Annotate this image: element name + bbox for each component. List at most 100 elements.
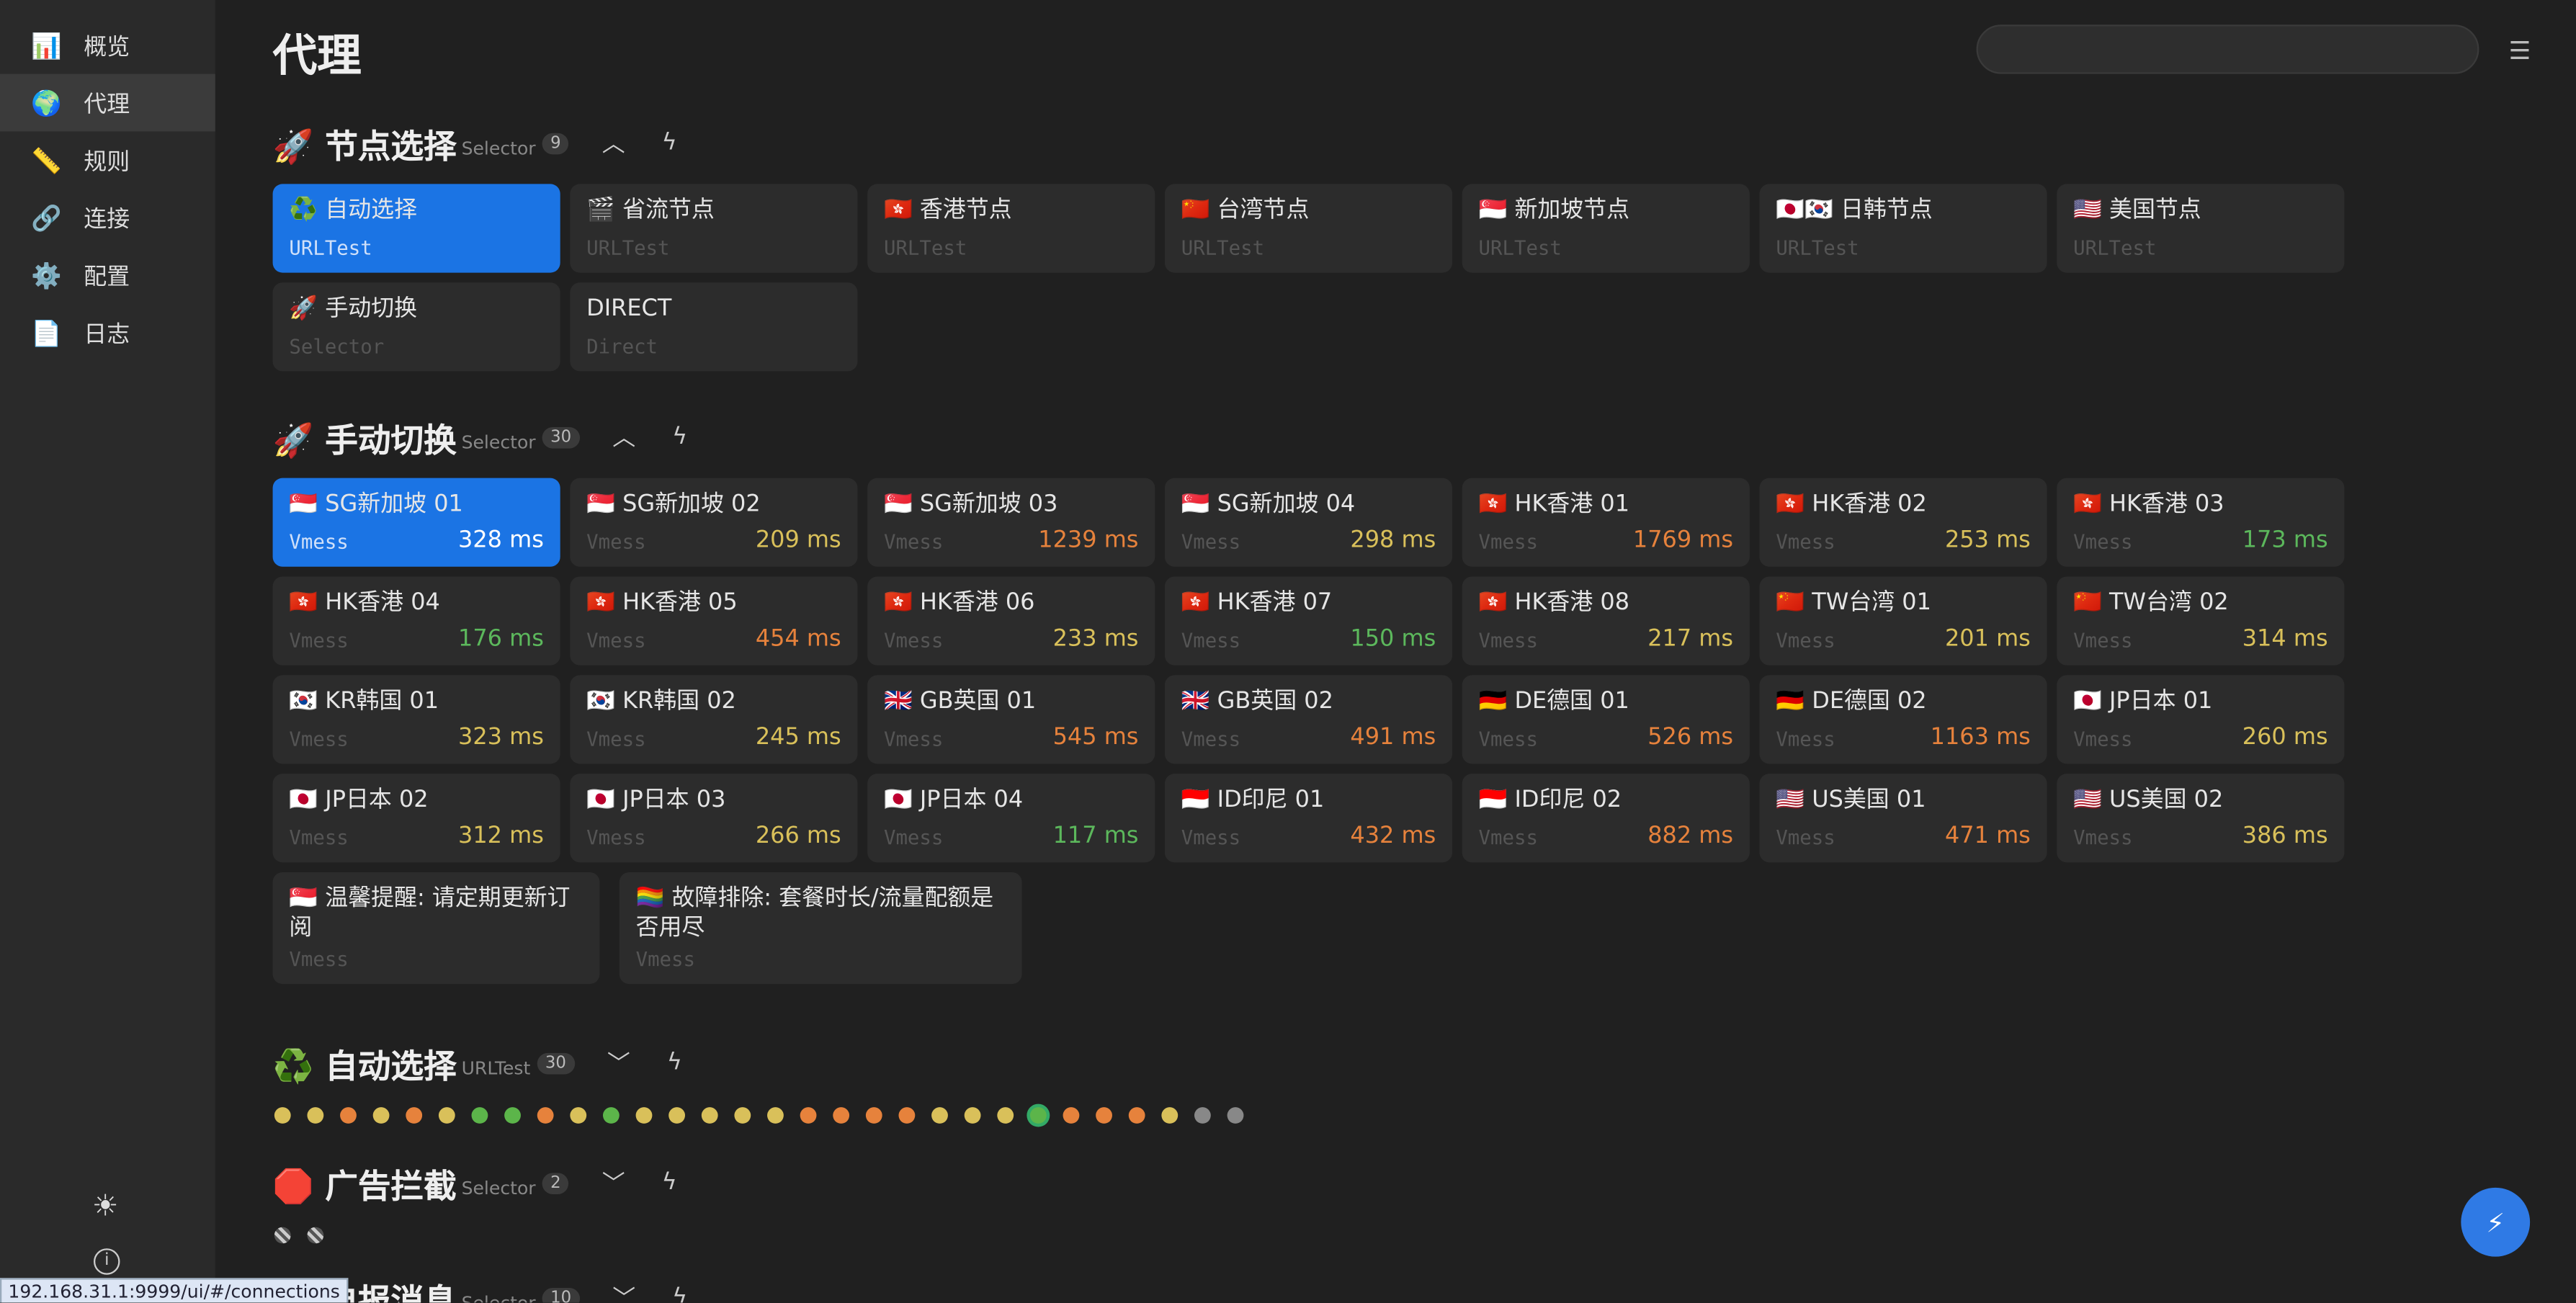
node-dot[interactable]	[307, 1107, 324, 1124]
search-input[interactable]	[1976, 24, 2479, 74]
node-dot[interactable]	[570, 1107, 587, 1124]
proxy-card[interactable]: 🇭🇰 HK香港 06 Vmess 233 ms	[867, 576, 1155, 666]
test-button[interactable]: ϟ	[661, 130, 677, 156]
proxy-name: DIRECT	[586, 295, 672, 322]
proxy-name: 🇭🇰 HK香港 06	[883, 589, 1035, 617]
proxy-delay: 233 ms	[1052, 625, 1139, 653]
proxy-card[interactable]: 🇨🇳 TW台湾 01 Vmess 201 ms	[1759, 576, 2047, 666]
proxy-card[interactable]: 🇭🇰 HK香港 04 Vmess 176 ms	[272, 576, 560, 666]
node-dot[interactable]	[274, 1107, 291, 1124]
proxy-card[interactable]: ♻️ 自动选择 URLTest	[272, 184, 560, 273]
proxy-card[interactable]: 🇨🇳 台湾节点 URLTest	[1164, 184, 1453, 273]
node-dot[interactable]	[471, 1107, 488, 1124]
node-dot[interactable]	[668, 1107, 686, 1124]
node-dot[interactable]	[1029, 1107, 1047, 1124]
theme-toggle[interactable]: ☀	[91, 1189, 119, 1224]
node-dot[interactable]	[931, 1107, 948, 1124]
proxy-card[interactable]: 🇺🇸 US美国 01 Vmess 471 ms	[1759, 774, 2047, 863]
node-dot[interactable]	[274, 1227, 291, 1244]
collapse-toggle[interactable]: ﹀	[612, 1286, 636, 1303]
node-dot[interactable]	[372, 1107, 390, 1124]
settings-button[interactable]: ☰	[2508, 36, 2531, 66]
proxy-card[interactable]: 🎬 省流节点 URLTest	[570, 184, 858, 273]
proxy-card[interactable]: 🇭🇰 HK香港 08 Vmess 217 ms	[1462, 576, 1750, 666]
proxy-card[interactable]: 🇬🇧 GB英国 02 Vmess 491 ms	[1164, 675, 1453, 764]
node-dot[interactable]	[865, 1107, 882, 1124]
node-dot[interactable]	[833, 1107, 850, 1124]
node-dot[interactable]	[997, 1107, 1014, 1124]
node-dot[interactable]	[1096, 1107, 1112, 1124]
proxy-card[interactable]: 🇭🇰 HK香港 05 Vmess 454 ms	[570, 576, 858, 666]
proxy-card[interactable]: 🇭🇰 香港节点 URLTest	[867, 184, 1155, 273]
node-dot[interactable]	[635, 1107, 653, 1124]
proxy-card[interactable]: 🇸🇬 温馨提醒: 请定期更新订阅 Vmess	[272, 872, 600, 985]
collapse-toggle[interactable]: ︿	[601, 131, 625, 158]
proxy-card[interactable]: 🇭🇰 HK香港 02 Vmess 253 ms	[1759, 478, 2047, 567]
nav-item[interactable]: ⚙️ 配置	[0, 246, 215, 304]
node-dot[interactable]	[406, 1107, 423, 1124]
proxy-card[interactable]: 🇬🇧 GB英国 01 Vmess 545 ms	[867, 675, 1155, 764]
proxy-card[interactable]: 🇯🇵 JP日本 04 Vmess 117 ms	[867, 774, 1155, 863]
node-dot[interactable]	[767, 1107, 784, 1124]
proxy-card[interactable]: 🇩🇪 DE德国 01 Vmess 526 ms	[1462, 675, 1750, 764]
node-dot[interactable]	[1128, 1107, 1145, 1124]
node-dot[interactable]	[734, 1107, 751, 1124]
proxy-card[interactable]: 🇺🇸 US美国 02 Vmess 386 ms	[2057, 774, 2345, 863]
nav-item[interactable]: 📊 概览	[0, 17, 215, 74]
proxy-card[interactable]: 🇺🇸 美国节点 URLTest	[2057, 184, 2345, 273]
proxy-card[interactable]: 🇩🇪 DE德国 02 Vmess 1163 ms	[1759, 675, 2047, 764]
node-dot[interactable]	[1194, 1107, 1211, 1124]
node-dot[interactable]	[1063, 1107, 1080, 1124]
collapse-toggle[interactable]: ﹀	[601, 1171, 625, 1198]
proxy-card[interactable]: 🇸🇬 SG新加坡 04 Vmess 298 ms	[1164, 478, 1453, 567]
proxy-name: 🏳️‍🌈 故障排除: 套餐时长/流量配额是否用尽	[635, 885, 994, 941]
proxy-card[interactable]: 🏳️‍🌈 故障排除: 套餐时长/流量配额是否用尽 Vmess	[619, 872, 1022, 985]
proxy-card[interactable]: 🚀 手动切换 Selector	[272, 282, 560, 372]
nav-item[interactable]: 🔗 连接	[0, 189, 215, 246]
proxy-card[interactable]: 🇭🇰 HK香港 07 Vmess 150 ms	[1164, 576, 1453, 666]
proxy-card[interactable]: 🇭🇰 HK香港 01 Vmess 1769 ms	[1462, 478, 1750, 567]
proxy-card[interactable]: 🇸🇬 SG新加坡 03 Vmess 1239 ms	[867, 478, 1155, 567]
proxy-card[interactable]: 🇯🇵 JP日本 03 Vmess 266 ms	[570, 774, 858, 863]
node-dot[interactable]	[964, 1107, 981, 1124]
nav-item[interactable]: 📏 规则	[0, 131, 215, 189]
proxy-card[interactable]: 🇨🇳 TW台湾 02 Vmess 314 ms	[2057, 576, 2345, 666]
node-dot[interactable]	[1227, 1107, 1244, 1124]
node-dot[interactable]	[340, 1107, 357, 1124]
proxy-card[interactable]: 🇯🇵 JP日本 01 Vmess 260 ms	[2057, 675, 2345, 764]
node-dot[interactable]	[1161, 1107, 1179, 1124]
proxy-type: Vmess	[586, 826, 646, 850]
node-dot[interactable]	[701, 1107, 718, 1124]
proxy-card[interactable]: 🇯🇵🇰🇷 日韩节点 URLTest	[1759, 184, 2047, 273]
node-dot[interactable]	[898, 1107, 916, 1124]
proxy-card[interactable]: DIRECT Direct	[570, 282, 858, 372]
test-latency-button[interactable]: ⚡	[2461, 1187, 2531, 1257]
test-button[interactable]: ϟ	[672, 424, 688, 450]
node-dot[interactable]	[602, 1107, 620, 1124]
proxy-card[interactable]: 🇰🇷 KR韩国 02 Vmess 245 ms	[570, 675, 858, 764]
proxy-delay: 312 ms	[458, 823, 544, 850]
proxy-card[interactable]: 🇯🇵 JP日本 02 Vmess 312 ms	[272, 774, 560, 863]
test-button[interactable]: ϟ	[666, 1049, 682, 1076]
proxy-card[interactable]: 🇸🇬 SG新加坡 02 Vmess 209 ms	[570, 478, 858, 567]
collapse-toggle[interactable]: ︿	[612, 425, 636, 452]
proxy-card[interactable]: 🇸🇬 新加坡节点 URLTest	[1462, 184, 1750, 273]
proxy-card[interactable]: 🇮🇩 ID印尼 02 Vmess 882 ms	[1462, 774, 1750, 863]
node-dot[interactable]	[307, 1227, 324, 1244]
node-dot[interactable]	[438, 1107, 455, 1124]
proxy-type: Vmess	[883, 826, 944, 850]
about-button[interactable]: i	[93, 1248, 120, 1275]
proxy-card[interactable]: 🇸🇬 SG新加坡 01 Vmess 328 ms	[272, 478, 560, 567]
node-dot[interactable]	[537, 1107, 554, 1124]
proxy-type: Vmess	[883, 530, 944, 554]
test-button[interactable]: ϟ	[661, 1169, 677, 1196]
proxy-card[interactable]: 🇰🇷 KR韩国 01 Vmess 323 ms	[272, 675, 560, 764]
node-dot[interactable]	[504, 1107, 521, 1124]
nav-item[interactable]: 📄 日志	[0, 304, 215, 362]
node-dot[interactable]	[800, 1107, 817, 1124]
nav-item[interactable]: 🌍 代理	[0, 73, 215, 132]
proxy-card[interactable]: 🇭🇰 HK香港 03 Vmess 173 ms	[2057, 478, 2345, 567]
test-button[interactable]: ϟ	[672, 1284, 688, 1303]
collapse-toggle[interactable]: ﹀	[607, 1051, 630, 1078]
proxy-card[interactable]: 🇮🇩 ID印尼 01 Vmess 432 ms	[1164, 774, 1453, 863]
